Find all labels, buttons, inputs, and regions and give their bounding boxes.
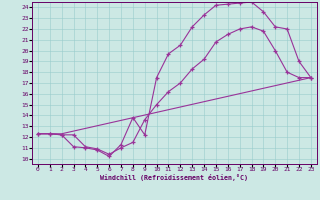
X-axis label: Windchill (Refroidissement éolien,°C): Windchill (Refroidissement éolien,°C) [100,174,248,181]
